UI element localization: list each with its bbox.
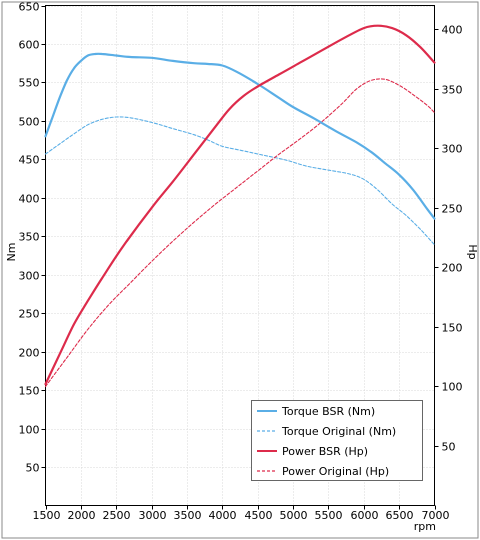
y-left-tick-label: 650	[19, 1, 40, 14]
x-axis-title: rpm	[414, 520, 436, 533]
x-tick-label: 3500	[174, 509, 202, 522]
legend-label: Torque BSR (Nm)	[281, 405, 375, 418]
x-tick-label: 4000	[209, 509, 237, 522]
y-left-tick-label: 100	[19, 424, 40, 437]
y-right-tick-label: 100	[442, 381, 463, 394]
y-left-tick-label: 550	[19, 77, 40, 90]
x-tick-label: 2500	[103, 509, 131, 522]
y-left-tick-label: 50	[26, 462, 40, 475]
y-right-tick-label: 300	[442, 143, 463, 156]
legend-label: Power BSR (Hp)	[282, 445, 368, 458]
plot-area-frame	[45, 5, 435, 506]
x-tick-label: 1500	[33, 509, 61, 522]
x-tick-label: 6000	[351, 509, 379, 522]
series-line-power-original-hp	[44, 78, 436, 388]
legend: Torque BSR (Nm) Torque Original (Nm) Power…	[251, 400, 423, 481]
legend-label: Power Original (Hp)	[282, 465, 389, 478]
y-left-tick-label: 300	[19, 270, 40, 283]
y-right-tick-label: 50	[442, 441, 456, 454]
x-tick-label: 2000	[68, 509, 96, 522]
series-line-torque-bsr-nm	[44, 52, 436, 220]
y-left-tick-label: 350	[19, 231, 40, 244]
axis-ticks: 1500 2000 2500 3000 3500 4000 4500 5000 5500 6000…	[19, 1, 463, 523]
grid-lines	[45, 5, 435, 506]
legend-label: Torque Original (Nm)	[281, 425, 396, 438]
y-right-tick-label: 400	[442, 24, 463, 37]
y-right-tick-label: 150	[442, 322, 463, 335]
x-tick-label: 7000	[422, 509, 450, 522]
y-right-tick-label: 200	[442, 262, 463, 275]
y-left-tick-label: 450	[19, 154, 40, 167]
x-tick-label: 3000	[139, 509, 167, 522]
x-tick-label: 4500	[245, 509, 273, 522]
y-left-tick-label: 500	[19, 116, 40, 129]
x-tick-label: 6500	[386, 509, 414, 522]
x-tick-label: 5500	[315, 509, 343, 522]
y-left-tick-label: 200	[19, 347, 40, 360]
series-lines	[44, 24, 436, 388]
y-left-tick-label: 150	[19, 385, 40, 398]
y-left-tick-label: 250	[19, 308, 40, 321]
y-right-axis-title: Hp	[466, 244, 479, 259]
y-left-tick-label: 400	[19, 193, 40, 206]
legend-box	[251, 400, 423, 481]
y-right-tick-label: 350	[442, 84, 463, 97]
series-line-torque-original-nm	[44, 116, 436, 246]
series-line-power-bsr-hp	[44, 24, 436, 386]
y-left-axis-title: Nm	[5, 243, 18, 262]
x-tick-label: 5000	[280, 509, 308, 522]
y-right-tick-label: 250	[442, 203, 463, 216]
y-left-tick-label: 600	[19, 39, 40, 52]
